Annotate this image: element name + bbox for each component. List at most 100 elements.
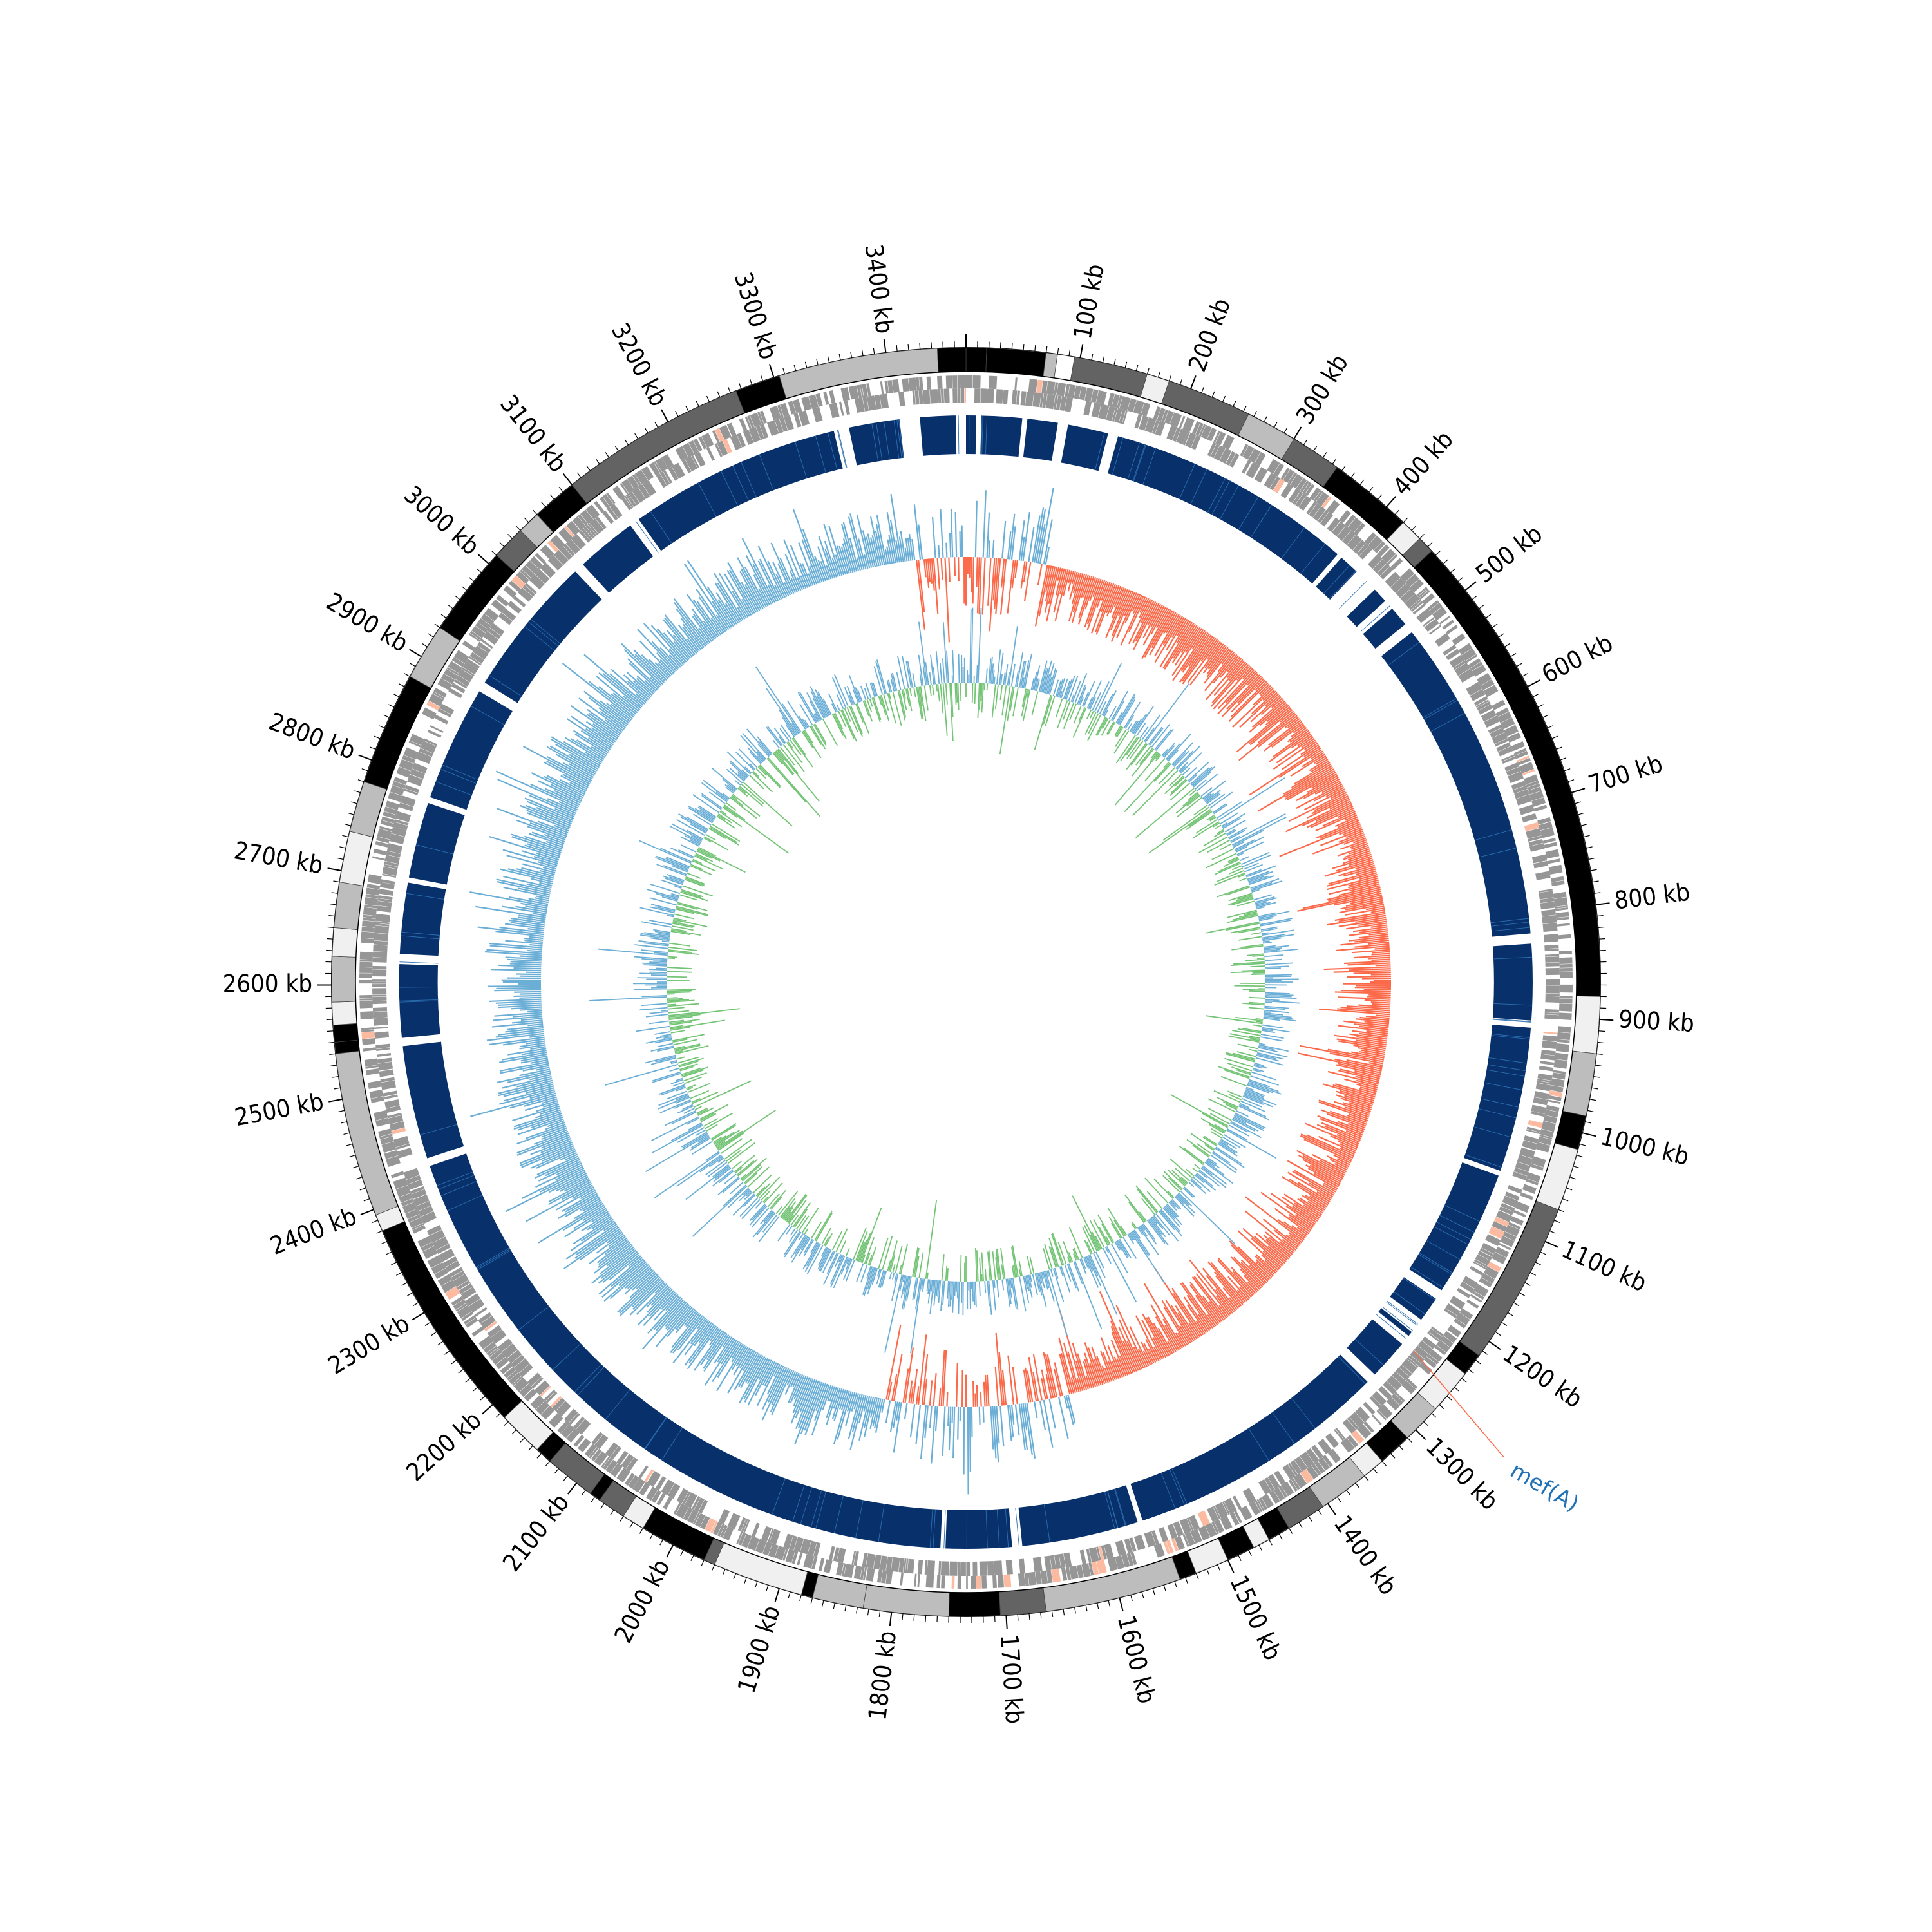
cds-feature xyxy=(433,687,447,698)
cds-feature xyxy=(1461,648,1477,661)
minor-tick xyxy=(1589,1099,1596,1101)
cds-feature xyxy=(780,402,790,417)
scale-label: 1500 kb xyxy=(1224,1571,1287,1664)
cds-feature xyxy=(694,1513,706,1528)
blast-hit-slit xyxy=(898,419,904,458)
cds-feature xyxy=(1039,393,1044,408)
cds-feature xyxy=(1459,1308,1473,1320)
cds-feature xyxy=(688,440,699,455)
scale-label: 1100 kb xyxy=(1557,1235,1651,1297)
blast-hit-slit xyxy=(530,619,561,645)
cds-feature xyxy=(430,725,444,733)
cds-feature xyxy=(529,556,544,569)
blast-hit-slit xyxy=(855,1500,864,1539)
cds-feature xyxy=(887,380,894,393)
minor-tick xyxy=(1542,714,1549,718)
contig-block xyxy=(965,347,987,372)
cds-feature xyxy=(421,1242,434,1252)
cds-feature xyxy=(365,1065,379,1069)
minor-tick xyxy=(595,459,600,465)
minor-tick xyxy=(838,354,841,361)
cds-feature xyxy=(1198,1526,1211,1541)
blast-hit-slit xyxy=(477,1249,511,1271)
blast-hit-slit xyxy=(1238,496,1259,530)
minor-tick xyxy=(351,801,357,804)
cds-feature xyxy=(632,487,646,503)
minor-tick xyxy=(1588,857,1595,860)
cds-feature xyxy=(1347,517,1363,533)
minor-tick xyxy=(654,421,659,428)
cds-feature xyxy=(710,1520,718,1533)
cds-feature xyxy=(432,1236,449,1251)
cds-feature xyxy=(507,1349,522,1364)
cds-feature xyxy=(1211,1521,1220,1535)
minor-tick xyxy=(421,643,428,647)
cds-feature xyxy=(1352,540,1367,554)
cds-feature xyxy=(1179,415,1186,429)
cds-feature xyxy=(497,1338,513,1352)
cds-feature xyxy=(1219,448,1232,464)
cds-feature xyxy=(564,526,575,538)
blast-hit-slit xyxy=(732,465,749,501)
blast-hit-slit xyxy=(399,999,439,1001)
cds-feature xyxy=(591,1432,603,1445)
minor-tick xyxy=(491,551,497,556)
minor-tick xyxy=(461,586,468,591)
cds-feature xyxy=(1542,914,1557,924)
minor-tick xyxy=(1575,801,1581,804)
cds-feature xyxy=(1514,789,1530,799)
cds-feature xyxy=(1419,1361,1433,1375)
cds-feature xyxy=(373,944,388,952)
blast-hit-slit xyxy=(528,621,559,647)
cds-feature xyxy=(550,1396,562,1408)
cds-feature xyxy=(1421,593,1435,605)
cds-feature xyxy=(1309,487,1321,501)
minor-tick xyxy=(844,1605,847,1612)
cds-feature xyxy=(394,819,409,826)
minor-tick xyxy=(878,1610,881,1617)
blast-hit-slit xyxy=(1424,699,1458,720)
cds-feature xyxy=(1477,1251,1493,1261)
minor-tick xyxy=(1063,1609,1065,1616)
cds-feature xyxy=(1559,998,1573,1004)
cds-feature xyxy=(381,1080,396,1090)
minor-tick xyxy=(465,1378,471,1383)
cds-ring xyxy=(359,375,1573,1589)
minor-tick xyxy=(1423,1421,1429,1426)
blast-hit-slit xyxy=(1430,712,1465,732)
cds-feature xyxy=(427,729,442,738)
scale-label: 400 kb xyxy=(1387,425,1459,500)
cds-feature xyxy=(981,1575,987,1589)
cds-feature xyxy=(952,375,958,389)
cds-feature xyxy=(1354,522,1366,535)
cds-feature xyxy=(540,1405,555,1420)
cds-feature xyxy=(540,544,554,560)
cds-feature xyxy=(1510,1216,1524,1226)
cds-feature xyxy=(738,1532,746,1546)
cds-feature xyxy=(1084,388,1094,402)
cds-feature xyxy=(987,388,994,404)
minor-tick xyxy=(1253,410,1257,417)
cds-feature xyxy=(492,1352,506,1365)
minor-tick xyxy=(1364,1475,1369,1481)
cds-feature xyxy=(621,1454,634,1469)
scale-label: 3200 kb xyxy=(606,318,673,411)
cds-feature xyxy=(362,920,375,928)
cds-feature xyxy=(459,1283,473,1294)
minor-tick xyxy=(454,595,460,600)
cds-feature xyxy=(1024,1573,1029,1586)
cds-feature xyxy=(1155,421,1166,437)
cds-feature xyxy=(1530,1111,1545,1117)
cds-feature xyxy=(379,882,395,890)
blast-hit-slit xyxy=(933,1509,936,1548)
cds-feature xyxy=(361,1031,375,1039)
cds-feature xyxy=(1056,383,1066,397)
cds-feature xyxy=(900,1572,904,1586)
minor-tick xyxy=(1566,1188,1573,1191)
cds-feature xyxy=(361,1027,374,1030)
cds-feature xyxy=(966,1561,971,1576)
minor-tick xyxy=(1427,542,1433,547)
blast-hit-slit xyxy=(1487,1064,1526,1072)
minor-tick xyxy=(1558,1209,1565,1213)
cds-feature xyxy=(1191,435,1201,450)
